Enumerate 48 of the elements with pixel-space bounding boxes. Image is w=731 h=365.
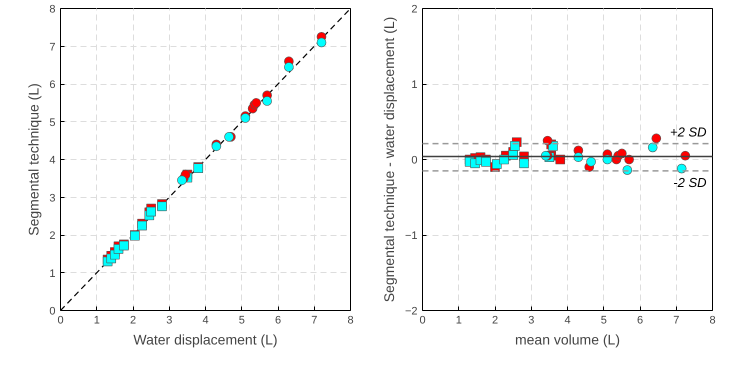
y-axis-title: Segmental technique (L) (25, 83, 42, 236)
x-tick-label: 6 (274, 314, 282, 326)
y-tick-label: 3 (49, 192, 56, 204)
x-tick-label: 4 (202, 314, 209, 326)
point (481, 156, 491, 167)
x-tick-label: 0 (419, 314, 426, 326)
x-tick-label: 6 (636, 314, 644, 326)
ref-line-label: -2 SD (673, 174, 707, 190)
x-axis-title: mean volume (L) (514, 332, 620, 348)
y-tick-label: 6 (49, 79, 56, 91)
point (157, 202, 167, 212)
y-tick-label: 0 (411, 154, 418, 166)
y-tick-label: 1 (49, 268, 56, 280)
x-tick-label: 8 (709, 314, 716, 326)
x-tick-label: 4 (564, 314, 571, 326)
y-tick-label: −1 (404, 230, 418, 242)
y-tick-label: 2 (49, 230, 56, 242)
y-tick-label: 7 (49, 41, 56, 54)
x-tick-label: 3 (528, 314, 534, 326)
x-tick-label: 8 (347, 314, 354, 326)
x-tick-label: 2 (492, 314, 498, 326)
y-tick-label: 2 (411, 4, 418, 16)
y-tick-label: 5 (49, 116, 56, 129)
x-tick-label: 7 (673, 314, 680, 326)
y-tick-label: 1 (411, 79, 418, 91)
point (316, 38, 326, 48)
y-tick-label: 4 (49, 154, 56, 166)
x-tick-label: 7 (311, 314, 318, 326)
point (262, 96, 272, 106)
x-tick-label: 2 (130, 314, 136, 326)
x-tick-label: 1 (456, 314, 462, 326)
x-tick-label: 5 (600, 314, 607, 326)
point (676, 164, 686, 174)
x-tick-label: 5 (238, 314, 245, 326)
ref-line-label: +2 SD (670, 124, 707, 140)
x-tick-label: 1 (94, 314, 100, 326)
point (586, 156, 596, 167)
point (519, 158, 529, 168)
x-tick-label: 0 (57, 314, 64, 326)
y-tick-label: −2 (404, 306, 418, 318)
y-tick-label: 8 (49, 4, 56, 16)
point (648, 142, 658, 152)
x-axis-title: Water displacement (L) (133, 332, 278, 348)
point (284, 62, 294, 72)
y-tick-label: 0 (49, 306, 56, 318)
x-tick-label: 3 (166, 314, 172, 326)
y-axis-title: Segmental technique - water displacement (L) (380, 16, 397, 302)
point (652, 134, 662, 144)
